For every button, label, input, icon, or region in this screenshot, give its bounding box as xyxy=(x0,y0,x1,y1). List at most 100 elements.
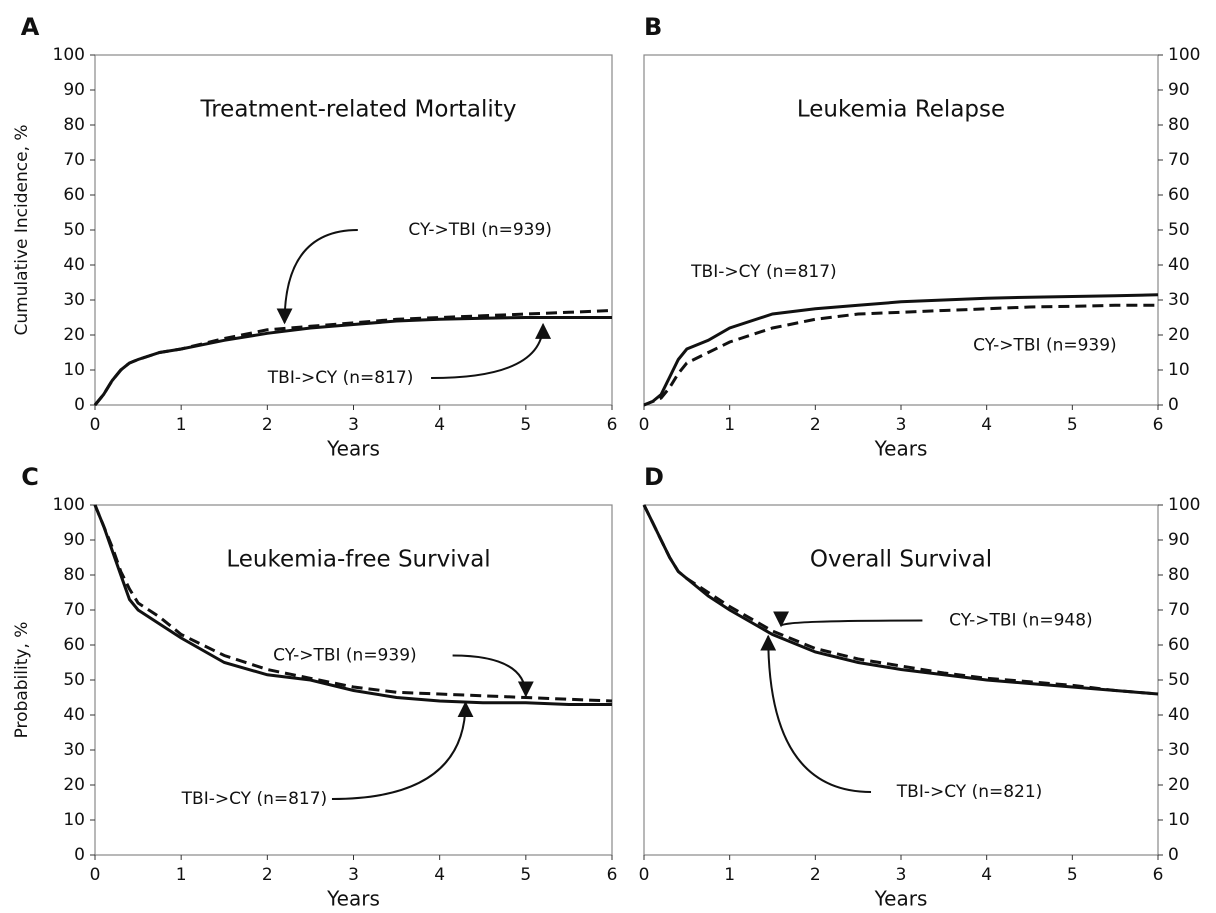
annotation-arrow xyxy=(760,634,872,793)
series-line xyxy=(93,316,612,406)
y-tick-label: 30 xyxy=(1168,290,1190,310)
x-tick-label: 0 xyxy=(90,415,101,435)
y-tick-label: 30 xyxy=(63,740,85,760)
x-tick-label: 4 xyxy=(434,865,445,885)
y-tick-label: 40 xyxy=(63,705,85,725)
x-tick-label: 1 xyxy=(176,865,187,885)
y-tick-label: 70 xyxy=(1168,150,1190,170)
y-tick-label: 50 xyxy=(63,220,85,240)
chart-title: Treatment-related Mortality xyxy=(200,97,517,123)
x-axis-label: Years xyxy=(874,437,928,461)
x-tick-label: 0 xyxy=(90,865,101,885)
y-tick-label: 20 xyxy=(63,325,85,345)
y-tick-label: 90 xyxy=(1168,530,1190,550)
series-label: TBI->CY (n=817) xyxy=(690,262,837,282)
x-tick-label: 4 xyxy=(981,415,992,435)
y-tick-label: 60 xyxy=(63,185,85,205)
x-tick-label: 5 xyxy=(520,865,531,885)
x-tick-label: 2 xyxy=(262,865,273,885)
series-line xyxy=(93,504,612,706)
y-tick-label: 70 xyxy=(1168,600,1190,620)
annotation-arrow xyxy=(452,654,534,698)
y-tick-label: 60 xyxy=(1168,635,1190,655)
x-tick-label: 3 xyxy=(896,415,907,435)
series-line xyxy=(642,504,1159,696)
y-tick-label: 10 xyxy=(1168,810,1190,830)
series-label: CY->TBI (n=939) xyxy=(973,336,1117,356)
series-label: CY->TBI (n=939) xyxy=(408,220,552,240)
series-line xyxy=(643,293,1159,407)
x-tick-label: 5 xyxy=(1067,865,1078,885)
x-axis-label: Years xyxy=(874,887,928,911)
y-tick-label: 100 xyxy=(53,45,85,65)
x-tick-label: 3 xyxy=(348,865,359,885)
panel-letter: C xyxy=(21,463,39,491)
y-tick-label: 60 xyxy=(63,635,85,655)
series-label: CY->TBI (n=948) xyxy=(949,611,1093,631)
y-tick-label: 90 xyxy=(63,80,85,100)
y-tick-label: 20 xyxy=(63,775,85,795)
y-tick-label: 10 xyxy=(63,360,85,380)
y-axis-label: Probability, % xyxy=(12,622,32,739)
chart-title: Overall Survival xyxy=(810,547,992,573)
y-tick-label: 30 xyxy=(1168,740,1190,760)
x-tick-label: 5 xyxy=(520,415,531,435)
y-tick-label: 30 xyxy=(63,290,85,310)
y-tick-label: 80 xyxy=(1168,565,1190,585)
x-tick-label: 2 xyxy=(810,865,821,885)
y-tick-label: 10 xyxy=(63,810,85,830)
y-tick-label: 70 xyxy=(63,600,85,620)
y-tick-label: 50 xyxy=(63,670,85,690)
series-label: CY->TBI (n=939) xyxy=(273,646,417,666)
panel-letter: D xyxy=(644,463,664,491)
y-tick-label: 40 xyxy=(1168,705,1190,725)
series-line xyxy=(93,309,613,406)
x-tick-label: 2 xyxy=(262,415,273,435)
chart-title: Leukemia-free Survival xyxy=(226,547,490,573)
y-tick-label: 0 xyxy=(74,845,85,865)
x-tick-label: 0 xyxy=(639,865,650,885)
x-tick-label: 6 xyxy=(607,415,618,435)
y-tick-label: 100 xyxy=(1168,495,1200,515)
x-tick-label: 4 xyxy=(981,865,992,885)
x-tick-label: 6 xyxy=(607,865,618,885)
x-axis-label: Years xyxy=(326,437,380,461)
y-tick-label: 100 xyxy=(53,495,85,515)
y-tick-label: 80 xyxy=(1168,115,1190,135)
y-tick-label: 20 xyxy=(1168,775,1190,795)
x-tick-label: 1 xyxy=(724,865,735,885)
x-tick-label: 5 xyxy=(1067,415,1078,435)
chart-title: Leukemia Relapse xyxy=(797,97,1005,123)
y-tick-label: 90 xyxy=(1168,80,1190,100)
y-tick-label: 40 xyxy=(1168,255,1190,275)
y-tick-label: 10 xyxy=(1168,360,1190,380)
x-tick-label: 6 xyxy=(1153,415,1164,435)
series-label: TBI->CY (n=817) xyxy=(181,789,328,809)
series-line xyxy=(643,303,1158,407)
series-line xyxy=(93,504,613,703)
panel-letter: B xyxy=(644,13,662,41)
annotation-arrow xyxy=(331,701,474,800)
x-tick-label: 3 xyxy=(348,415,359,435)
x-tick-label: 4 xyxy=(434,415,445,435)
x-tick-label: 6 xyxy=(1153,865,1164,885)
x-tick-label: 3 xyxy=(896,865,907,885)
y-tick-label: 40 xyxy=(63,255,85,275)
y-tick-label: 20 xyxy=(1168,325,1190,345)
panel-letter: A xyxy=(21,13,40,41)
y-tick-label: 90 xyxy=(63,530,85,550)
y-tick-label: 70 xyxy=(63,150,85,170)
y-tick-label: 100 xyxy=(1168,45,1200,65)
x-tick-label: 0 xyxy=(639,415,650,435)
series-label: TBI->CY (n=821) xyxy=(896,782,1043,802)
y-tick-label: 0 xyxy=(74,395,85,415)
y-tick-label: 60 xyxy=(1168,185,1190,205)
y-tick-label: 80 xyxy=(63,565,85,585)
series-label: TBI->CY (n=817) xyxy=(267,368,414,388)
x-axis-label: Years xyxy=(326,887,380,911)
x-tick-label: 2 xyxy=(810,415,821,435)
y-tick-label: 80 xyxy=(63,115,85,135)
annotation-arrow xyxy=(773,611,923,628)
y-tick-label: 50 xyxy=(1168,670,1190,690)
